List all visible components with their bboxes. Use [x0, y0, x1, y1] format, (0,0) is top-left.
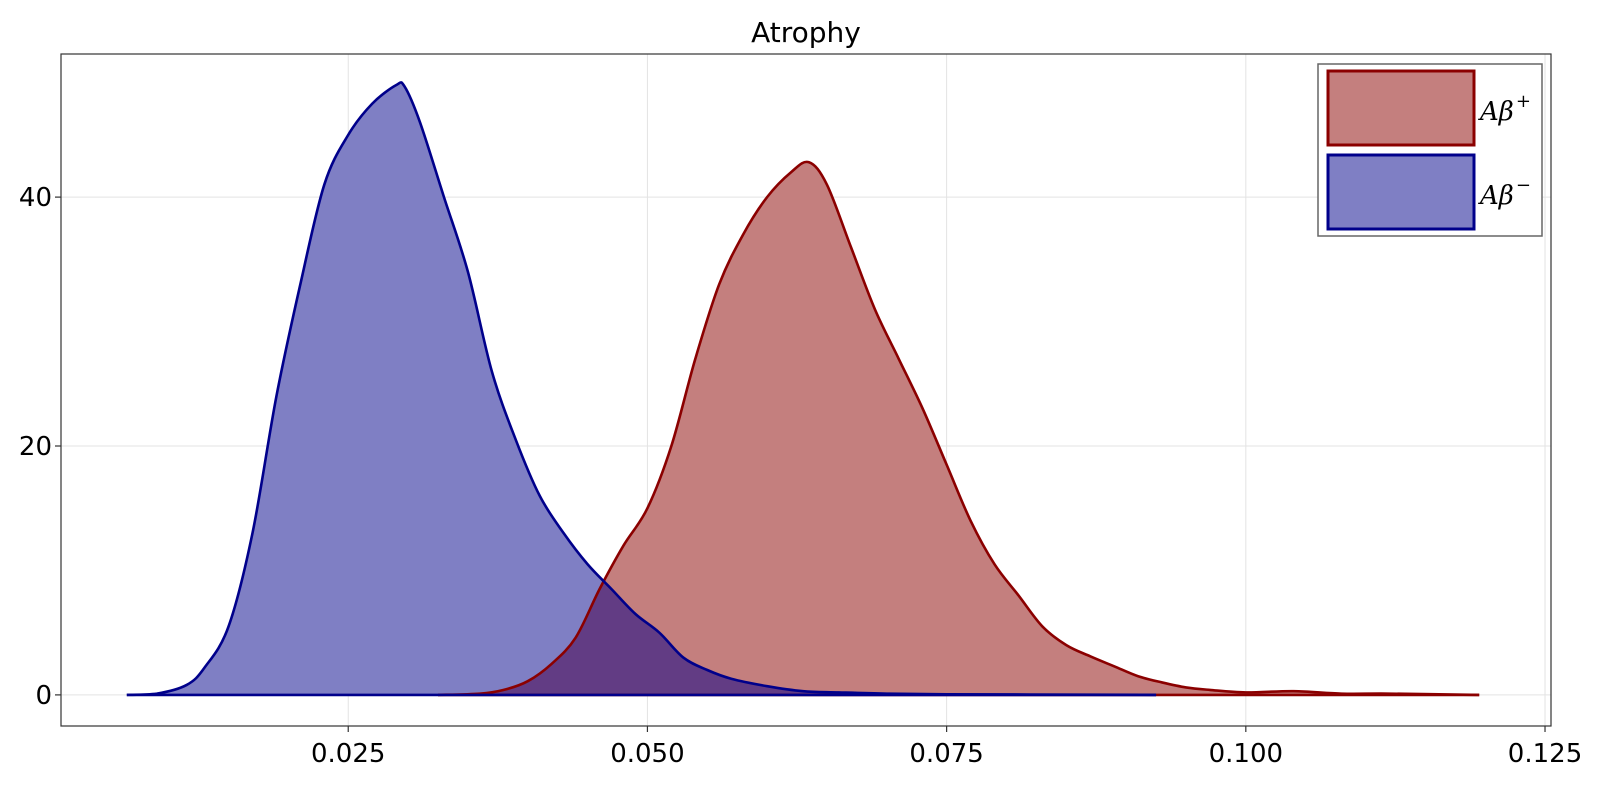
y-tick-label: 20 [19, 432, 52, 462]
y-tick-label: 40 [19, 183, 52, 213]
density-fill-abeta-negative [126, 82, 1157, 695]
x-tick-label: 0.100 [1209, 739, 1283, 769]
x-tick-label: 0.125 [1508, 739, 1582, 769]
density-fill-abeta-positive [437, 161, 1480, 695]
chart-title: Atrophy [751, 16, 861, 49]
legend-swatch [1326, 153, 1476, 231]
legend-label: Aβ − [1478, 175, 1531, 211]
y-axis-ticks: 0 20 40 [19, 183, 61, 711]
x-axis-ticks: 0.025 0.050 0.075 0.100 0.125 [311, 726, 1582, 769]
x-tick-label: 0.050 [610, 739, 684, 769]
legend-swatch [1326, 69, 1476, 147]
plot-frame [60, 53, 1552, 727]
x-tick-label: 0.075 [909, 739, 983, 769]
y-tick-label: 0 [35, 681, 52, 711]
x-tick-label: 0.025 [311, 739, 385, 769]
legend-label: Aβ + [1478, 91, 1531, 127]
density-line-abeta-positive [437, 160, 1480, 697]
density-areas [126, 81, 1480, 697]
density-line-abeta-negative [126, 81, 1157, 697]
legend: Aβ + Aβ − [1317, 63, 1543, 237]
